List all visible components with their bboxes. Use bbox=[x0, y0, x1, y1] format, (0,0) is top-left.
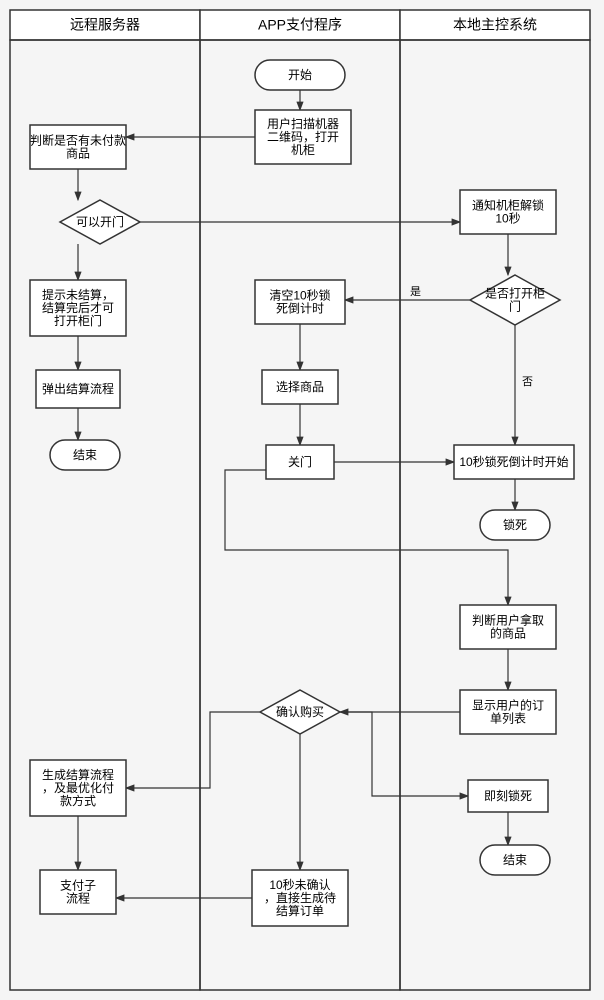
lane-body bbox=[10, 40, 200, 990]
node-end_right: 结束 bbox=[480, 845, 550, 875]
node-lock_dead: 锁死 bbox=[480, 510, 550, 540]
node-layer: 开始用户扫描机器二维码，打开机柜 判断是否有未付款商品可以开门 通知机柜解锁10秒提… bbox=[30, 60, 574, 926]
node-label: 选择商品 bbox=[276, 379, 324, 394]
node-label: 结算订单 bbox=[276, 903, 324, 918]
flow-edge bbox=[340, 712, 468, 796]
node-label: 判断是否有未付款 bbox=[30, 133, 126, 148]
node-prompt_unpaid: 提示未结算，结算完后才可打开柜门 bbox=[30, 280, 126, 336]
node-clear_timer: 清空10秒锁死倒计时 bbox=[255, 280, 345, 324]
node-label: 款方式 bbox=[60, 793, 96, 808]
node-label: 关门 bbox=[288, 454, 312, 469]
node-label: 10秒锁死倒计时开始 bbox=[459, 454, 568, 469]
node-select_goods: 选择商品 bbox=[262, 370, 338, 404]
node-popup_settle: 弹出结算流程 bbox=[36, 370, 120, 408]
node-gen_settle: 生成结算流程，及最优化付款方式 bbox=[30, 760, 126, 816]
node-label: 机柜 bbox=[291, 143, 315, 157]
node-label: 可以开门 bbox=[76, 214, 124, 229]
node-label: 判断用户拿取 bbox=[472, 613, 544, 628]
node-label: 锁死 bbox=[503, 517, 527, 532]
node-label: 二维码，打开 bbox=[267, 130, 339, 144]
node-label: 结束 bbox=[73, 448, 97, 462]
lane-title: 远程服务器 bbox=[70, 17, 140, 33]
node-label: 生成结算流程 bbox=[42, 767, 114, 782]
node-start_timer: 10秒锁死倒计时开始 bbox=[454, 445, 574, 479]
node-label: 商品 bbox=[66, 146, 90, 161]
flow-edge bbox=[126, 712, 260, 788]
node-check_unpaid: 判断是否有未付款商品 bbox=[30, 125, 126, 169]
node-start: 开始 bbox=[255, 60, 345, 90]
node-lock_now: 即刻锁死 bbox=[468, 780, 548, 812]
node-label: 的商品 bbox=[490, 626, 526, 641]
node-scan: 用户扫描机器二维码，打开机柜 bbox=[255, 110, 351, 164]
node-close_door: 关门 bbox=[266, 445, 334, 479]
lane-title: APP支付程序 bbox=[258, 17, 342, 33]
node-label: 死倒计时 bbox=[276, 302, 324, 316]
node-confirm_buy: 确认购买 bbox=[260, 690, 340, 734]
node-label: 结算完后才可 bbox=[42, 300, 114, 315]
node-timeout_order: 10秒未确认，直接生成待结算订单 bbox=[252, 870, 348, 926]
node-show_order: 显示用户的订单列表 bbox=[460, 690, 556, 734]
node-label: 用户扫描机器 bbox=[267, 116, 339, 131]
node-end_left: 结束 bbox=[50, 440, 120, 470]
node-label: 是否打开柜 bbox=[485, 287, 545, 301]
node-judge_goods: 判断用户拿取的商品 bbox=[460, 605, 556, 649]
flow-edge bbox=[225, 470, 508, 605]
node-label: 即刻锁死 bbox=[484, 788, 532, 803]
node-label: 确认购买 bbox=[276, 704, 324, 719]
node-label: 支付子 bbox=[60, 879, 96, 893]
lane-title: 本地主控系统 bbox=[453, 17, 537, 33]
node-label: 流程 bbox=[66, 891, 90, 906]
node-label: ，及最优化付 bbox=[42, 781, 114, 795]
node-label: 单列表 bbox=[490, 712, 526, 726]
node-label: 开始 bbox=[288, 68, 312, 82]
node-door_open: 是否打开柜门 bbox=[470, 275, 560, 325]
node-label: 清空10秒锁 bbox=[269, 288, 330, 303]
node-label: 显示用户的订 bbox=[472, 698, 544, 713]
node-can_open: 可以开门 bbox=[60, 200, 140, 244]
node-label: 结束 bbox=[503, 853, 527, 867]
node-label: 提示未结算， bbox=[42, 287, 114, 302]
node-label: 10秒未确认 bbox=[269, 878, 330, 892]
node-label: 10秒 bbox=[495, 212, 520, 226]
flowchart-diagram: 远程服务器 APP支付程序 本地主控系统是否 开始用户扫描机器二维码，打开机柜 判断是否… bbox=[0, 0, 604, 1000]
node-label: 弹出结算流程 bbox=[42, 381, 114, 396]
node-label: 通知机柜解锁 bbox=[472, 198, 544, 213]
node-label: ，直接生成待 bbox=[264, 890, 336, 905]
edge-label: 否 bbox=[522, 376, 533, 388]
edge-label: 是 bbox=[410, 285, 421, 298]
node-pay_sub: 支付子流程 bbox=[40, 870, 116, 914]
node-label: 门 bbox=[509, 299, 521, 314]
node-label: 打开柜门 bbox=[54, 313, 102, 328]
node-notify_unlock: 通知机柜解锁10秒 bbox=[460, 190, 556, 234]
